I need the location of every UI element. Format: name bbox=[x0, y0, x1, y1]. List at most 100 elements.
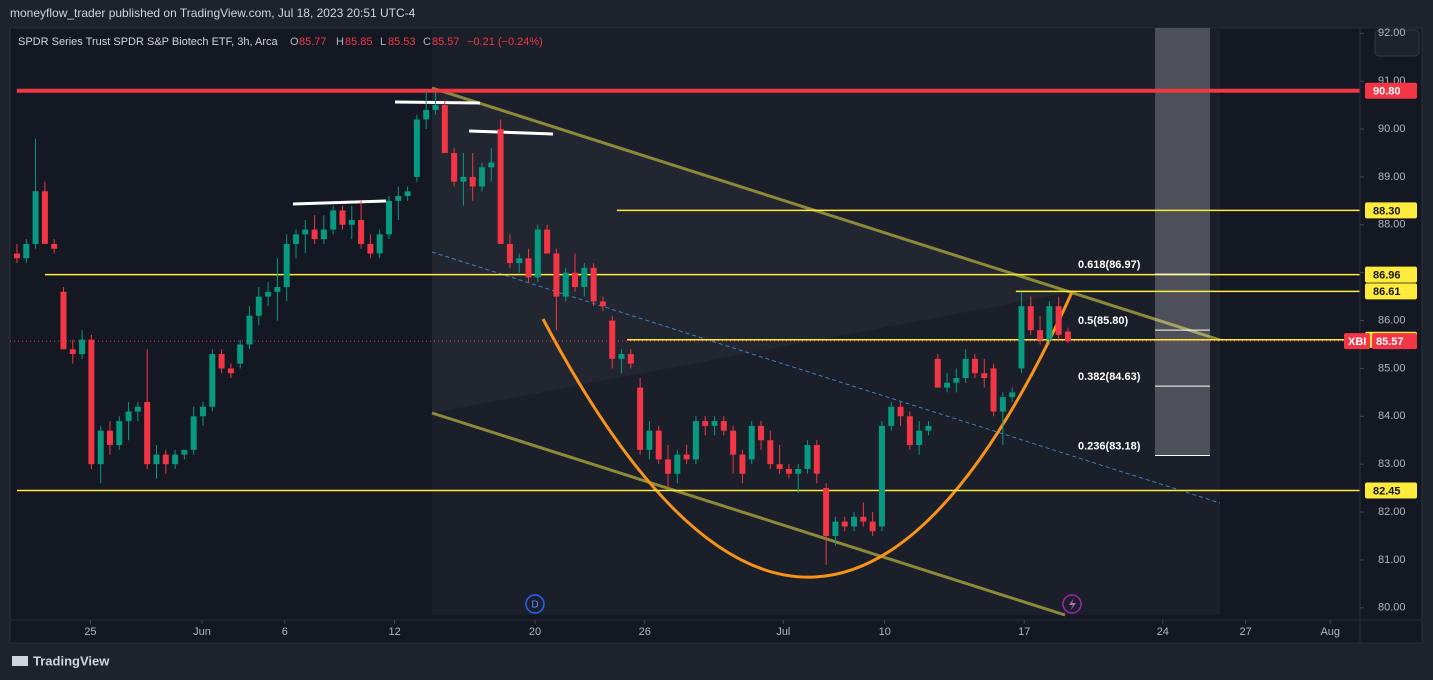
c-label: C bbox=[423, 36, 431, 48]
candle-body bbox=[218, 354, 225, 369]
y-tick-label: 89.00 bbox=[1378, 171, 1406, 183]
x-tick-label: 12 bbox=[388, 626, 400, 638]
candle-body bbox=[813, 445, 820, 474]
trendline-upper bbox=[431, 86, 1221, 342]
candle-body bbox=[925, 425, 932, 431]
level-label: 90.80 bbox=[1373, 86, 1401, 98]
candle-body bbox=[665, 459, 672, 474]
level-label: 88.30 bbox=[1373, 205, 1401, 217]
candle-body bbox=[246, 315, 253, 345]
level-label: 82.45 bbox=[1373, 485, 1401, 497]
candle-body bbox=[758, 425, 765, 441]
candle-body bbox=[674, 454, 681, 474]
candle-body bbox=[525, 258, 532, 278]
y-tick-label: 90.00 bbox=[1378, 123, 1406, 135]
x-tick-label: 20 bbox=[529, 626, 541, 638]
candle-body bbox=[265, 291, 272, 297]
tv-logo bbox=[12, 656, 28, 666]
fib-label: 0.382(84.63) bbox=[1078, 371, 1141, 383]
fib-label: 0.5(85.80) bbox=[1078, 315, 1128, 327]
candle-body bbox=[953, 377, 960, 383]
candle-body bbox=[274, 287, 281, 292]
candle-body bbox=[1055, 306, 1062, 335]
candle-body bbox=[283, 243, 290, 288]
candle-body bbox=[553, 253, 560, 297]
candle-body bbox=[897, 406, 904, 417]
x-tick-label: 6 bbox=[282, 626, 288, 638]
candle-body bbox=[311, 229, 318, 240]
candle-body bbox=[376, 234, 383, 254]
candle-body bbox=[888, 406, 895, 426]
candle-body bbox=[134, 406, 141, 412]
o-label: O bbox=[290, 36, 299, 48]
y-tick-label: 85.00 bbox=[1378, 362, 1406, 374]
candle-body bbox=[971, 358, 978, 374]
candle-body bbox=[423, 109, 430, 120]
projection-box bbox=[1155, 28, 1210, 456]
earnings-badge bbox=[1062, 594, 1082, 614]
publisher: moneyflow_trader published on TradingVie… bbox=[10, 6, 416, 20]
candle-body bbox=[869, 521, 876, 532]
candle-body bbox=[999, 397, 1006, 412]
drawings: D bbox=[10, 28, 1420, 617]
candle-body bbox=[469, 176, 476, 187]
candle-body bbox=[153, 454, 160, 465]
candle-body bbox=[683, 454, 690, 460]
symbol-label: XBI bbox=[1348, 336, 1366, 348]
candle-body bbox=[581, 267, 588, 288]
candle-body bbox=[330, 210, 337, 230]
candle-body bbox=[944, 382, 951, 388]
candle-body bbox=[562, 272, 569, 297]
candle-body bbox=[13, 253, 20, 259]
h-label: H bbox=[336, 36, 344, 48]
x-tick-label: 26 bbox=[639, 626, 651, 638]
candle-body bbox=[823, 488, 830, 536]
candle-body bbox=[358, 219, 365, 244]
fib-label: 0.236(83.18) bbox=[1078, 440, 1141, 452]
x-tick-label: 27 bbox=[1239, 626, 1251, 638]
level-pill bbox=[1365, 266, 1417, 283]
candle-body bbox=[627, 354, 634, 364]
y-tick-label: 83.00 bbox=[1378, 458, 1406, 470]
candle-body bbox=[906, 416, 913, 446]
candle-body bbox=[720, 421, 727, 431]
fib-label: 0.618(86.97) bbox=[1078, 259, 1141, 271]
candle-body bbox=[255, 296, 262, 316]
candle-body bbox=[711, 421, 718, 426]
candle-body bbox=[590, 267, 597, 302]
candle-body bbox=[599, 301, 606, 307]
candle-body bbox=[479, 167, 486, 187]
candle-body bbox=[97, 430, 104, 465]
candle-body bbox=[767, 440, 774, 465]
candle-body bbox=[227, 368, 234, 374]
x-tick-label: Jul bbox=[776, 626, 790, 638]
candle-body bbox=[1027, 306, 1034, 331]
candle-body bbox=[41, 191, 48, 244]
candle-body bbox=[637, 387, 644, 450]
candle-body bbox=[413, 119, 420, 177]
candle-body bbox=[851, 516, 858, 527]
candle-body bbox=[488, 162, 495, 168]
settings-button[interactable] bbox=[1374, 29, 1420, 57]
candle-body bbox=[116, 421, 123, 446]
candle-body bbox=[23, 243, 30, 259]
level-label: 86.61 bbox=[1373, 286, 1401, 298]
candle-body bbox=[860, 516, 867, 522]
candle-body bbox=[441, 105, 448, 153]
candle-body bbox=[432, 105, 439, 110]
candle-body bbox=[339, 210, 346, 225]
candle-body bbox=[51, 243, 58, 249]
candle-body bbox=[190, 416, 197, 450]
x-tick-label: 24 bbox=[1157, 626, 1169, 638]
candle-body bbox=[506, 243, 513, 264]
l-value: 85.53 bbox=[388, 36, 416, 48]
candle-body bbox=[1018, 306, 1025, 369]
y-tick-label: 84.00 bbox=[1378, 410, 1406, 422]
x-tick-label: Aug bbox=[1320, 626, 1340, 638]
candle-body bbox=[69, 349, 76, 355]
candle-body bbox=[125, 411, 132, 422]
candle-body bbox=[785, 468, 792, 474]
candle-body bbox=[302, 229, 309, 235]
candle-body bbox=[106, 430, 113, 446]
candle-body bbox=[88, 339, 95, 465]
